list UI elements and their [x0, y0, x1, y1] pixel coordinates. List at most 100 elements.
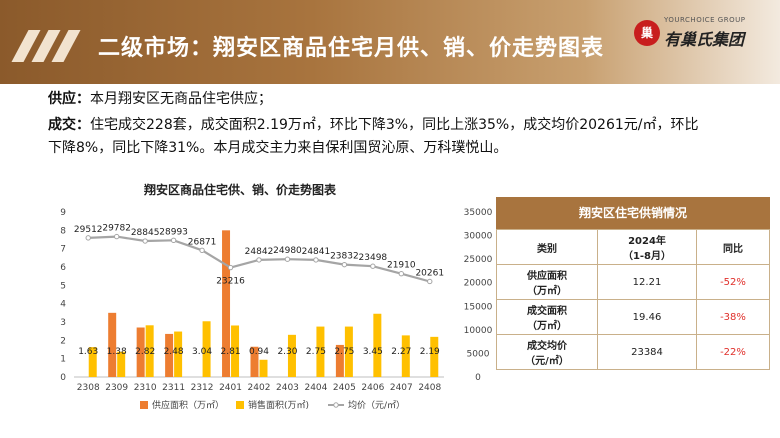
table-header-row: 类别 2024年 （1-8月） 同比 — [496, 229, 770, 265]
sales-data-label: 3.04 — [192, 347, 212, 357]
sales-data-label: 2.48 — [164, 347, 184, 357]
legend-label-sales: 销售面积(万㎡) — [248, 399, 309, 411]
price-data-label: 29782 — [102, 224, 131, 234]
x-tick-label: 2406 — [361, 383, 384, 393]
legend-label-supply: 供应面积（万㎡） — [152, 399, 224, 411]
supply-bar — [108, 312, 117, 377]
price-point — [370, 263, 376, 269]
price-data-label: 28993 — [159, 227, 188, 237]
y-left-tick-label: 1 — [60, 355, 66, 365]
row-value: 19.46 — [597, 299, 697, 335]
sales-bar — [174, 331, 183, 377]
y-left-tick-label: 0 — [60, 373, 66, 383]
y-left-tick-label: 4 — [60, 300, 66, 310]
x-tick-label: 2309 — [105, 383, 128, 393]
y-left-tick-label: 3 — [60, 318, 66, 328]
sales-bar — [430, 336, 439, 377]
legend-label-price: 均价（元/㎡） — [348, 399, 405, 411]
y-right-tick-label: 0 — [475, 373, 481, 383]
legend-swatch-sales — [236, 401, 244, 409]
legend-swatch-supply — [140, 401, 148, 409]
sales-bar — [401, 335, 410, 377]
price-point — [427, 278, 433, 285]
sales-data-label: 2.75 — [306, 347, 326, 357]
x-tick-label: 2404 — [304, 383, 327, 393]
price-data-label: 21910 — [387, 261, 416, 271]
row-yoy: -38% — [696, 299, 770, 335]
logo-mark: 巢 — [634, 20, 660, 46]
table-row: 供应面积 （万㎡） 12.21 -52% — [496, 264, 770, 300]
price-data-label: 24841 — [302, 247, 331, 257]
sales-bar — [373, 313, 382, 377]
row-yoy: -22% — [696, 334, 770, 370]
y-left-tick-label: 2 — [60, 336, 66, 346]
row-label: 成交面积 （万㎡） — [496, 299, 598, 335]
sales-bar — [202, 321, 211, 377]
sales-data-label: 3.45 — [363, 347, 383, 357]
sales-data-label: 2.82 — [135, 347, 155, 357]
sales-data-label: 2.30 — [277, 347, 297, 357]
y-right-tick-label: 20000 — [464, 279, 492, 289]
y-left-tick-label: 8 — [60, 226, 66, 236]
supply-sales-table: 翔安区住宅供销情况 类别 2024年 （1-8月） 同比 供应面积 （万㎡） 1… — [496, 197, 770, 370]
deal-label: 成交： — [48, 117, 90, 133]
brand-logo: 巢 YOURCHOICE GROUP 有巢氏集团 — [630, 14, 770, 54]
table-row: 成交均价 （元/㎡） 23384 -22% — [496, 334, 770, 370]
supply-bar — [136, 327, 145, 377]
price-point — [284, 256, 291, 262]
supply-bar — [222, 230, 231, 377]
sales-bar — [259, 359, 268, 377]
row-yoy: -52% — [696, 264, 770, 300]
sales-data-label: 0.94 — [249, 347, 269, 357]
sales-bar — [316, 326, 325, 377]
row-value: 23384 — [597, 334, 697, 370]
x-tick-label: 2401 — [219, 383, 242, 393]
table-header-yoy: 同比 — [696, 229, 770, 265]
x-tick-label: 2407 — [390, 383, 413, 393]
sales-data-label: 1.63 — [78, 347, 98, 357]
x-tick-label: 2311 — [162, 383, 185, 393]
price-data-label: 29512 — [74, 225, 103, 235]
y-right-tick-label: 25000 — [464, 255, 492, 265]
sales-bar — [344, 326, 353, 377]
supply-bar — [250, 346, 259, 377]
price-data-label: 28845 — [131, 228, 160, 238]
price-point — [113, 233, 120, 240]
sales-bar — [145, 325, 154, 377]
sales-data-label: 2.81 — [221, 347, 241, 357]
combo-chart: 0 1 2 3 4 5 6 7 8 9 0 5000 10000 15000 20000 25000 30000… — [60, 208, 492, 411]
table-header-period: 2024年 （1-8月） — [597, 229, 697, 265]
supply-bar — [335, 344, 344, 377]
price-point — [256, 257, 262, 263]
price-point — [142, 238, 148, 244]
supply-bar — [165, 333, 174, 377]
y-right-tick-label: 10000 — [464, 326, 492, 336]
y-right-tick-label: 5000 — [467, 349, 490, 359]
table-header-category: 类别 — [496, 229, 598, 265]
deal-paragraph: 成交：住宅成交228套，成交面积2.19万㎡，环比下降3%，同比上涨35%，成交… — [48, 114, 748, 160]
price-point — [170, 237, 177, 244]
price-point — [398, 271, 405, 277]
y-left-tick-label: 5 — [60, 281, 66, 291]
price-point — [227, 264, 234, 271]
price-data-label: 26871 — [188, 237, 217, 247]
y-left-tick-label: 7 — [60, 245, 66, 255]
legend-marker-price — [333, 402, 339, 408]
x-tick-label: 2310 — [134, 383, 157, 393]
x-tick-label: 2308 — [77, 383, 100, 393]
x-tick-label: 2403 — [276, 383, 299, 393]
supply-label: 供应： — [48, 91, 90, 107]
sales-data-label: 2.75 — [334, 347, 354, 357]
y-right-tick-label: 35000 — [464, 208, 492, 218]
price-data-label: 23216 — [216, 277, 245, 287]
supply-text: 本月翔安区无商品住宅供应； — [90, 91, 272, 107]
supply-paragraph: 供应：本月翔安区无商品住宅供应； — [48, 88, 748, 111]
chart-title: 翔安区商品住宅供、销、价走势图表 — [143, 183, 336, 197]
price-data-label: 24842 — [245, 247, 274, 257]
table-row: 成交面积 （万㎡） 19.46 -38% — [496, 299, 770, 335]
deal-text-2: 下降8%，同比下降31%。本月成交主力来自保利国贸沁原、万科璞悦山。 — [48, 140, 508, 156]
sales-data-label: 1.38 — [107, 347, 127, 357]
price-data-label: 20261 — [415, 268, 444, 278]
x-tick-label: 2405 — [333, 383, 356, 393]
sales-data-label: 2.27 — [391, 347, 411, 357]
